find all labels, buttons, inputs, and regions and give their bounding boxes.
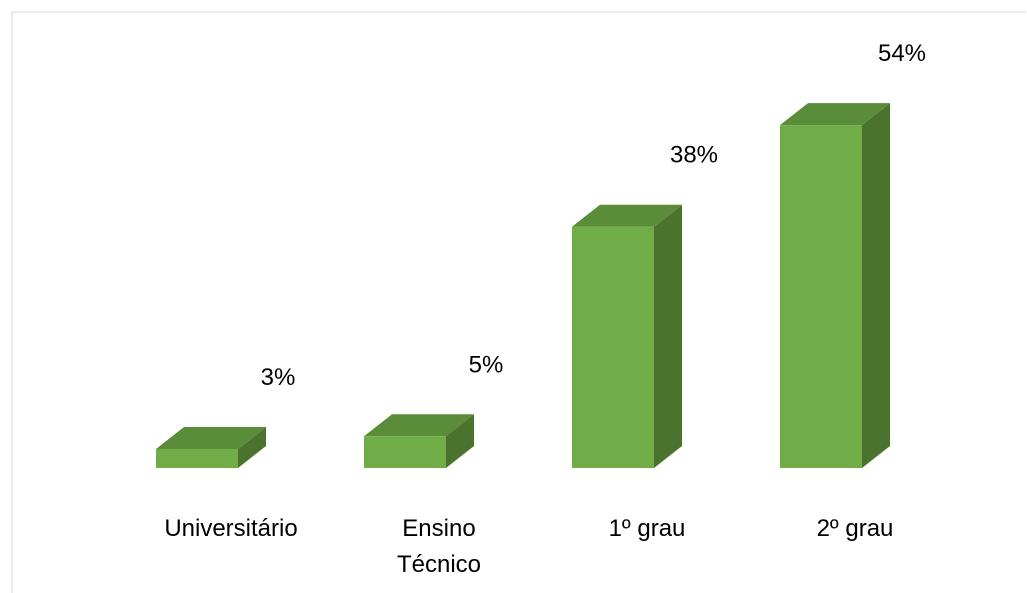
bar-front-face bbox=[780, 125, 862, 468]
category-label-1: Universitário bbox=[164, 515, 297, 542]
bar-4 bbox=[780, 103, 890, 468]
bar-top-face bbox=[780, 103, 890, 126]
category-label-3: 1º grau bbox=[609, 515, 686, 542]
category-label-4: 2º grau bbox=[817, 515, 894, 542]
bar-top-face bbox=[156, 426, 266, 449]
bar-side-face bbox=[654, 204, 682, 468]
data-label-4: 54% bbox=[878, 40, 926, 67]
category-label-line: Ensino bbox=[402, 515, 475, 542]
category-label-line: Técnico bbox=[397, 551, 481, 578]
data-labels-group: 3% 5% 38% 54% bbox=[261, 40, 926, 391]
bar-top-face bbox=[364, 414, 474, 437]
bar-front-face bbox=[364, 436, 446, 468]
bars-group bbox=[156, 103, 890, 468]
bar-side-face bbox=[238, 426, 266, 468]
data-label-3: 38% bbox=[670, 142, 718, 169]
category-label-line: 1º grau bbox=[609, 515, 686, 542]
category-label-line: Universitário bbox=[164, 515, 297, 542]
bar-side-face bbox=[862, 103, 890, 468]
data-label-2: 5% bbox=[469, 351, 504, 378]
category-labels-group: Universitário Ensino Técnico 1º grau 2º grau bbox=[164, 515, 893, 578]
bar-2 bbox=[364, 414, 474, 468]
category-label-line: 2º grau bbox=[817, 515, 894, 542]
data-label-1: 3% bbox=[261, 364, 296, 391]
bar-front-face bbox=[572, 226, 654, 468]
bar-front-face bbox=[156, 448, 238, 468]
bar-top-face bbox=[572, 204, 682, 227]
category-label-2: Ensino Técnico bbox=[397, 515, 481, 578]
bar-side-face bbox=[446, 414, 474, 468]
bar-1 bbox=[156, 426, 266, 468]
bar-3 bbox=[572, 204, 682, 468]
